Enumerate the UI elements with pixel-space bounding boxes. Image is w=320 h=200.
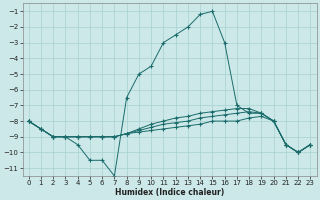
- X-axis label: Humidex (Indice chaleur): Humidex (Indice chaleur): [115, 188, 224, 197]
